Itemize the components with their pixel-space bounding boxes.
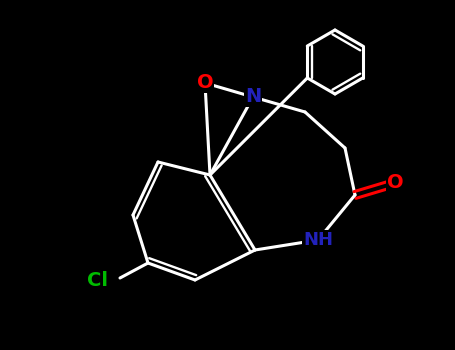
Text: N: N [245,88,261,106]
Text: Cl: Cl [87,271,108,289]
Text: O: O [197,74,213,92]
Text: O: O [387,174,403,192]
Text: NH: NH [303,231,333,249]
